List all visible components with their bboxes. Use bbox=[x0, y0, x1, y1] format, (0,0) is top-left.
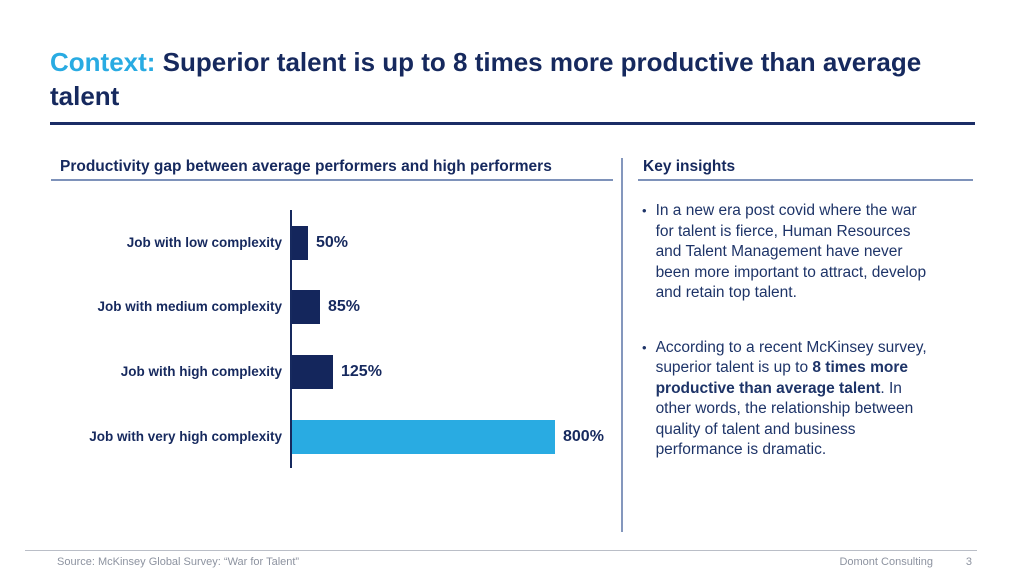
insight-bullet: • According to a recent McKinsey survey, s… bbox=[642, 338, 960, 461]
chart-bar bbox=[292, 420, 555, 454]
source-note: Source: McKinsey Global Survey: “War for… bbox=[57, 556, 300, 568]
title-prefix: Context: bbox=[50, 47, 156, 77]
chart-bar bbox=[292, 290, 320, 324]
page-number: 3 bbox=[965, 556, 972, 568]
chart-value-label: 125% bbox=[341, 363, 382, 380]
vertical-divider bbox=[621, 158, 623, 532]
insight-bullet: • In a new era post covid where the war fo… bbox=[642, 201, 960, 304]
chart-value-label: 800% bbox=[563, 428, 604, 445]
chart-bar bbox=[292, 226, 308, 260]
chart-panel-title: Productivity gap between average perform… bbox=[60, 158, 552, 175]
title-text: Superior talent is up to 8 times more pr… bbox=[50, 47, 922, 111]
insight-text: According to a recent McKinsey survey, su… bbox=[655, 338, 927, 459]
chart-value-label: 50% bbox=[316, 234, 349, 251]
key-insights-list: • In a new era post covid where the war fo… bbox=[642, 201, 960, 461]
title-divider bbox=[50, 122, 975, 125]
chart-value-label: 85% bbox=[328, 298, 361, 315]
page-title: Context: Superior talent is up to 8 time… bbox=[50, 45, 982, 113]
chart-category-label: Job with high complexity bbox=[120, 364, 282, 379]
bullet-icon: • bbox=[642, 203, 647, 218]
footer-divider bbox=[25, 550, 977, 551]
chart-category-label: Job with very high complexity bbox=[89, 429, 282, 444]
chart-panel-title-underline bbox=[51, 179, 613, 181]
bullet-icon: • bbox=[642, 339, 647, 355]
chart-category-label: Job with medium complexity bbox=[97, 299, 282, 314]
chart-category-label: Job with low complexity bbox=[126, 235, 282, 250]
insights-panel-title-underline bbox=[638, 179, 973, 181]
chart-bar bbox=[292, 355, 333, 389]
chart-axis-line bbox=[290, 210, 292, 468]
company-name: Domont Consulting bbox=[839, 556, 933, 568]
insight-text: In a new era post covid where the war for… bbox=[655, 202, 927, 301]
insights-panel-title: Key insights bbox=[643, 158, 736, 175]
